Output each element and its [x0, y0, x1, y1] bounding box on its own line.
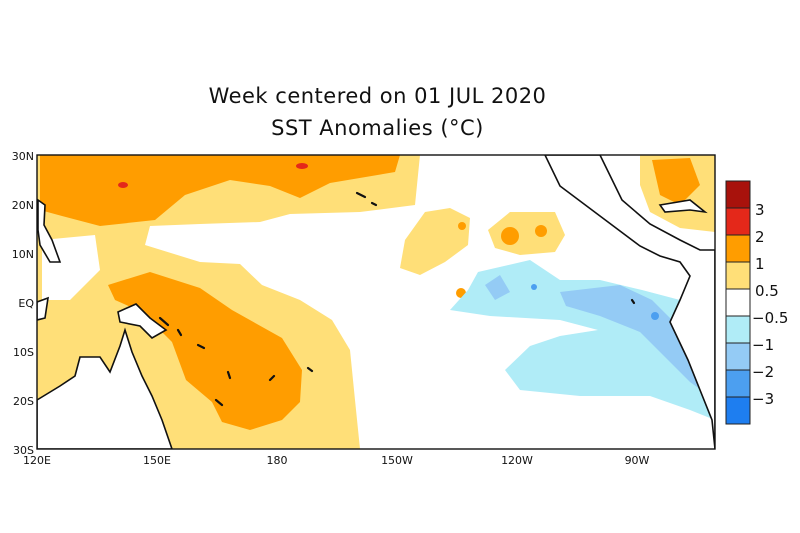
lon-label: 180 [267, 454, 288, 467]
lon-label: 150E [143, 454, 171, 467]
colorbar-label: −3 [752, 390, 774, 408]
anomaly-orange-caribbean [652, 158, 700, 205]
anomaly-strong-cool-spot [651, 312, 659, 320]
colorbar-swatch [725, 180, 751, 209]
colorbar-swatch [725, 207, 751, 236]
map-frame [36, 154, 716, 450]
anomaly-cool-east-moderate [560, 285, 715, 400]
lat-label: EQ [18, 297, 34, 310]
anomaly-orange-spot [535, 225, 547, 237]
colorbar [725, 180, 751, 425]
colorbar-swatch [725, 315, 751, 344]
hawaii-islands [355, 191, 378, 207]
vanuatu-fiji-islands [214, 366, 314, 407]
solomon-islands [158, 316, 206, 350]
lat-label: 10S [13, 346, 34, 359]
colorbar-swatch [725, 369, 751, 398]
anomaly-orange-spot [501, 227, 519, 245]
lat-label: 30N [12, 150, 34, 163]
colorbar-label: −1 [752, 336, 774, 354]
lat-label: 20S [13, 395, 34, 408]
anomaly-orange-north [40, 155, 400, 226]
anomaly-orange-spot [458, 222, 466, 230]
cuba-land [658, 199, 708, 214]
anomaly-red-spot [118, 182, 128, 188]
map-title-line2: SST Anomalies (°C) [271, 116, 484, 140]
lon-label: 120E [23, 454, 51, 467]
colorbar-label: 0.5 [755, 282, 779, 300]
colorbar-label: −0.5 [752, 309, 788, 327]
colorbar-label: 2 [755, 228, 765, 246]
philippines-land [37, 198, 62, 263]
lon-label: 90W [625, 454, 650, 467]
colorbar-swatch [725, 261, 751, 290]
lat-label: 20N [12, 199, 34, 212]
colorbar-label: −2 [752, 363, 774, 381]
anomaly-strong-cool-spot [531, 284, 537, 290]
anomaly-warm-central-east [400, 208, 470, 275]
anomaly-cool-patch [485, 275, 510, 300]
lat-label: 10N [12, 248, 34, 261]
lon-label: 120W [501, 454, 533, 467]
lon-label: 150W [381, 454, 413, 467]
colorbar-swatch [725, 234, 751, 263]
anomaly-orange-south [108, 272, 302, 430]
colorbar-swatch [725, 288, 751, 317]
americas-land [544, 155, 715, 449]
colorbar-swatch [725, 342, 751, 371]
australia-land [37, 327, 173, 449]
colorbar-label: 3 [755, 201, 765, 219]
colorbar-swatch [725, 396, 751, 425]
anomaly-red-spot [296, 163, 308, 169]
colorbar-label: 1 [755, 255, 765, 273]
new-guinea-land [117, 303, 168, 339]
borneo-land [37, 296, 49, 321]
map-title-line1: Week centered on 01 JUL 2020 [208, 84, 547, 108]
galapagos-islands [630, 298, 636, 305]
lat-label: 30S [13, 444, 34, 457]
